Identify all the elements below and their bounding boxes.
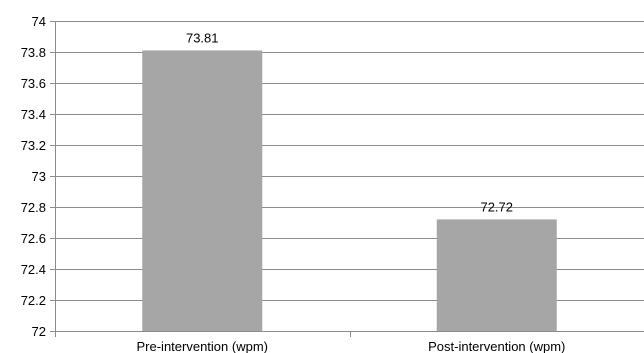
data-label: 73.81 [186, 30, 219, 45]
y-tick-label: 72 [32, 324, 46, 339]
data-label: 72.72 [480, 199, 513, 214]
axes [55, 21, 351, 337]
y-tick-label: 73.6 [21, 76, 46, 91]
y-tick-label: 73.4 [21, 107, 46, 122]
y-tick-label: 73.8 [21, 45, 46, 60]
y-tick-label: 73 [32, 169, 46, 184]
bar [142, 50, 263, 331]
data-labels: 73.81 72.72 [186, 30, 513, 214]
y-tick-label: 74 [32, 14, 46, 29]
y-tick-label: 72.6 [21, 231, 46, 246]
x-tick-label: Pre-intervention (wpm) [137, 339, 269, 353]
category-labels: Pre-intervention (wpm) Post-intervention … [137, 339, 566, 353]
y-tick-label: 72.4 [21, 262, 46, 277]
bar [436, 219, 557, 331]
bars [142, 50, 557, 331]
y-tick-label: 72.2 [21, 293, 46, 308]
y-tick-label: 72.8 [21, 200, 46, 215]
x-tick-label: Post-intervention (wpm) [428, 339, 565, 353]
y-tick-labels: 72 72.2 72.4 72.6 72.8 73 73.2 73.4 73.6 73.8 74 [21, 14, 46, 339]
y-tick-label: 73.2 [21, 138, 46, 153]
